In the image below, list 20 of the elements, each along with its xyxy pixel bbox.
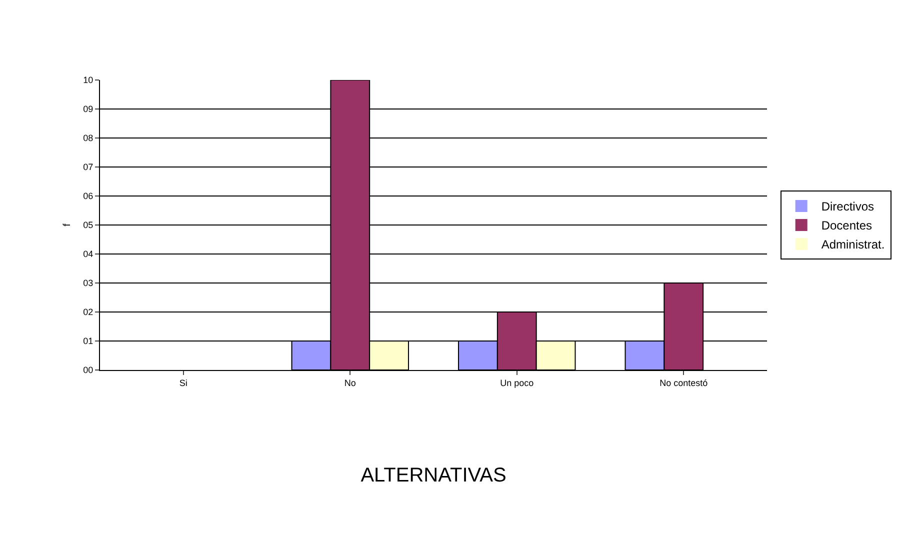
legend-label: Administrat. [821,238,885,252]
x-tick-label: Un poco [500,378,534,388]
y-tick-label: 06 [83,191,94,202]
y-tick-label: 03 [83,278,94,288]
y-tick-label: 08 [83,133,94,144]
legend-label: Directivos [821,200,874,214]
y-axis-title: f [62,223,73,226]
y-tick-label: 00 [83,365,94,376]
y-tick-label: 09 [83,104,94,114]
y-tick-label: 02 [83,307,94,318]
y-tick-label: 10 [83,75,94,86]
y-tick-label: 07 [83,162,94,172]
y-tick-label: 01 [83,336,94,346]
x-tick-label: Si [179,378,188,388]
x-axis-title: ALTERNATIVAS [360,464,506,486]
legend-label: Docentes [821,218,872,233]
y-tick-label: 05 [83,220,94,230]
x-tick-label: No [344,378,356,388]
x-tick-label: No contestó [660,378,708,388]
y-tick-label: 04 [83,249,94,260]
